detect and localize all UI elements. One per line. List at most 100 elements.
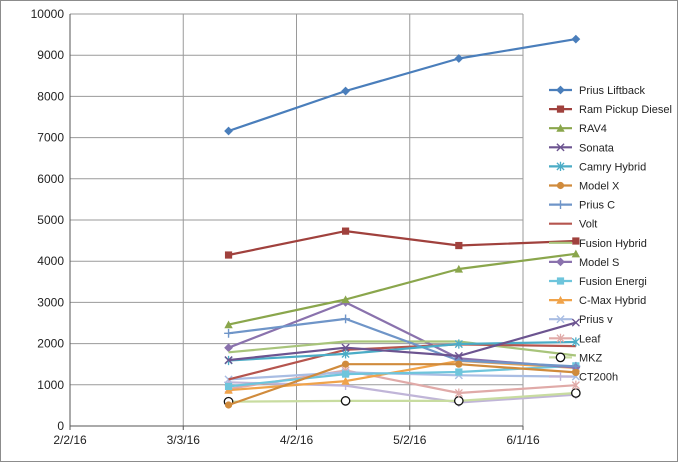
legend-item: Fusion Hybrid [549,238,647,250]
data-point [341,360,350,368]
legend-item: Prius Liftback [549,85,646,97]
data-point [224,126,233,136]
data-point [224,251,233,259]
data-point [454,339,463,349]
series-2 [224,249,581,329]
legend-marker [556,161,565,171]
legend-marker [556,181,565,190]
data-point [571,380,580,390]
legend-item: Prius v [549,314,613,326]
data-point [224,343,233,353]
series-line [228,340,576,362]
x-tick-label: 6/1/16 [506,433,540,447]
legend-label: RAV4 [579,123,607,135]
legend-label: MKZ [579,352,603,364]
legend-label: Model S [579,257,619,269]
series-9 [224,298,581,372]
data-point [341,349,350,359]
data-point [571,337,580,347]
series-line [228,340,577,357]
series-line [228,252,577,326]
y-tick-label: 7000 [37,131,64,145]
data-point [224,401,233,409]
data-point [224,382,233,391]
legend-marker [556,124,565,132]
legend-item: MKZ [549,352,603,364]
data-point [341,376,350,385]
legend-label: Prius v [579,314,613,326]
data-point [341,295,350,304]
x-tick-label: 5/2/16 [393,433,427,447]
series-4 [224,337,580,366]
data-point [572,237,580,245]
legend-item: Leaf [549,333,601,345]
series-1 [224,227,580,259]
legend-item: Sonata [549,142,615,154]
x-tick-label: 3/3/16 [167,433,201,447]
legend-item: Model X [549,181,620,193]
legend-marker [556,85,565,95]
legend-label: Ram Pickup Diesel [579,104,672,116]
data-point [455,368,463,376]
y-tick-label: 6000 [37,172,64,186]
legend-item: Fusion Energi [549,276,647,288]
x-tick-label: 4/2/16 [280,433,314,447]
y-tick-label: 8000 [37,89,64,103]
series-7 [228,343,576,381]
y-tick-label: 0 [57,419,64,433]
y-tick-label: 9000 [37,48,64,62]
data-point [224,355,233,365]
legend-marker [556,315,565,324]
legend-marker [555,352,566,363]
y-tick-label: 4000 [37,254,64,268]
data-point [571,34,581,44]
series-lines [223,34,581,409]
legend-item: Camry Hybrid [549,161,646,173]
series-3 [224,318,580,365]
legend-label: Fusion Energi [579,276,647,288]
legend-label: Prius Liftback [579,85,646,97]
legend-item: Ram Pickup Diesel [549,104,672,116]
data-point [454,264,464,273]
legend-item: C-Max Hybrid [549,295,646,307]
legend-label: C-Max Hybrid [579,295,646,307]
legend-label: CT200h [579,372,618,384]
series-0 [224,34,581,136]
y-tick-label: 5000 [37,213,64,227]
x-tick-label: 2/2/16 [53,433,87,447]
legend-marker [556,277,565,285]
legend-marker [556,333,565,343]
legend-item: Prius C [549,200,615,212]
data-point [454,54,464,63]
legend: Prius Liftback Ram Pickup Diesel RAV4 Sonat… [549,85,672,384]
legend-item: Model S [549,257,619,269]
legend-marker [556,372,565,381]
axes: 0 1000 2000 3000 4000 5000 6000 7000 8000 9000 100… [31,7,540,447]
data-point [341,314,350,324]
legend-label: Volt [579,219,597,231]
data-point [571,249,581,258]
legend-marker [556,143,565,152]
data-point [341,86,350,96]
series-line [228,38,577,133]
data-point [571,318,580,327]
series-8 [228,340,577,357]
data-point [341,343,350,352]
y-tick-label: 1000 [37,378,64,392]
legend-label: Fusion Hybrid [579,238,647,250]
data-point [224,328,233,338]
data-point [453,396,464,406]
data-point [341,370,350,378]
legend-item: RAV4 [549,123,607,135]
series-6 [224,314,581,371]
data-point [572,368,580,377]
series-line [228,321,577,362]
y-tick-label: 2000 [37,337,64,351]
data-point [340,396,351,406]
legend-item: Volt [549,219,597,231]
series-line [228,230,576,257]
legend-item: CT200h [549,372,618,384]
legend-label: Camry Hybrid [579,161,646,173]
y-tick-label: 10000 [31,7,65,21]
